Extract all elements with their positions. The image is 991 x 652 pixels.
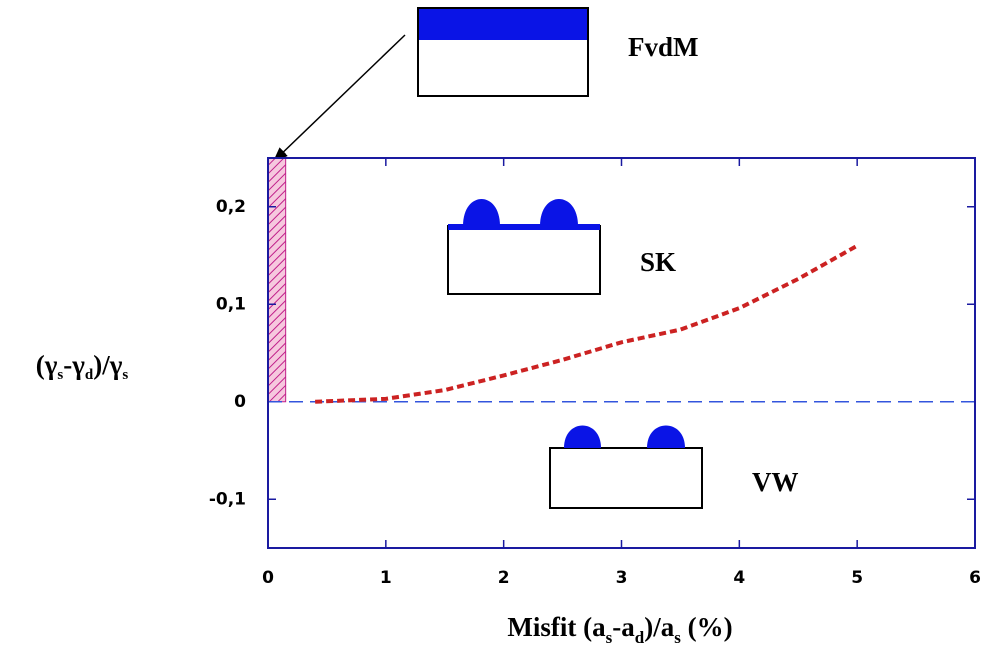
y-tick-label: 0,1	[216, 294, 246, 314]
label-part: -γ	[63, 350, 85, 380]
x-axis-label: Misfit (as-ad)/as (%)	[507, 612, 732, 647]
x-tick-label: 0	[262, 568, 274, 588]
annotation: SK	[640, 247, 676, 277]
y-tick-label: 0,2	[216, 197, 246, 217]
x-tick-label: 4	[733, 568, 745, 588]
y-tick-label: -0,1	[209, 489, 246, 509]
label-part: (%)	[681, 612, 733, 642]
annotation: FvdM	[628, 32, 699, 62]
hatched-region	[268, 158, 286, 402]
annotation: VW	[752, 467, 799, 497]
y-axis-label: (γs-γd)/γs	[36, 350, 129, 383]
label-part: s	[122, 367, 128, 383]
sk-inset	[448, 199, 600, 294]
label-part: (γ	[36, 350, 58, 380]
x-tick-label: 6	[969, 568, 981, 588]
y-tick-label: 0	[234, 392, 246, 412]
vw-inset	[550, 426, 702, 509]
label-part: -a	[612, 612, 635, 642]
x-tick-label: 2	[498, 568, 510, 588]
label-part: )/γ	[93, 350, 122, 380]
chart: FvdM SK VW Misfit (as-ad)/as (%) (γs-γd)…	[0, 0, 991, 652]
x-tick-label: 1	[380, 568, 392, 588]
label-part: Misfit (a	[507, 612, 606, 642]
fvdm-inset	[274, 8, 588, 161]
x-tick-label: 5	[851, 568, 863, 588]
x-tick-label: 3	[616, 568, 628, 588]
label-part: )/a	[644, 612, 674, 642]
